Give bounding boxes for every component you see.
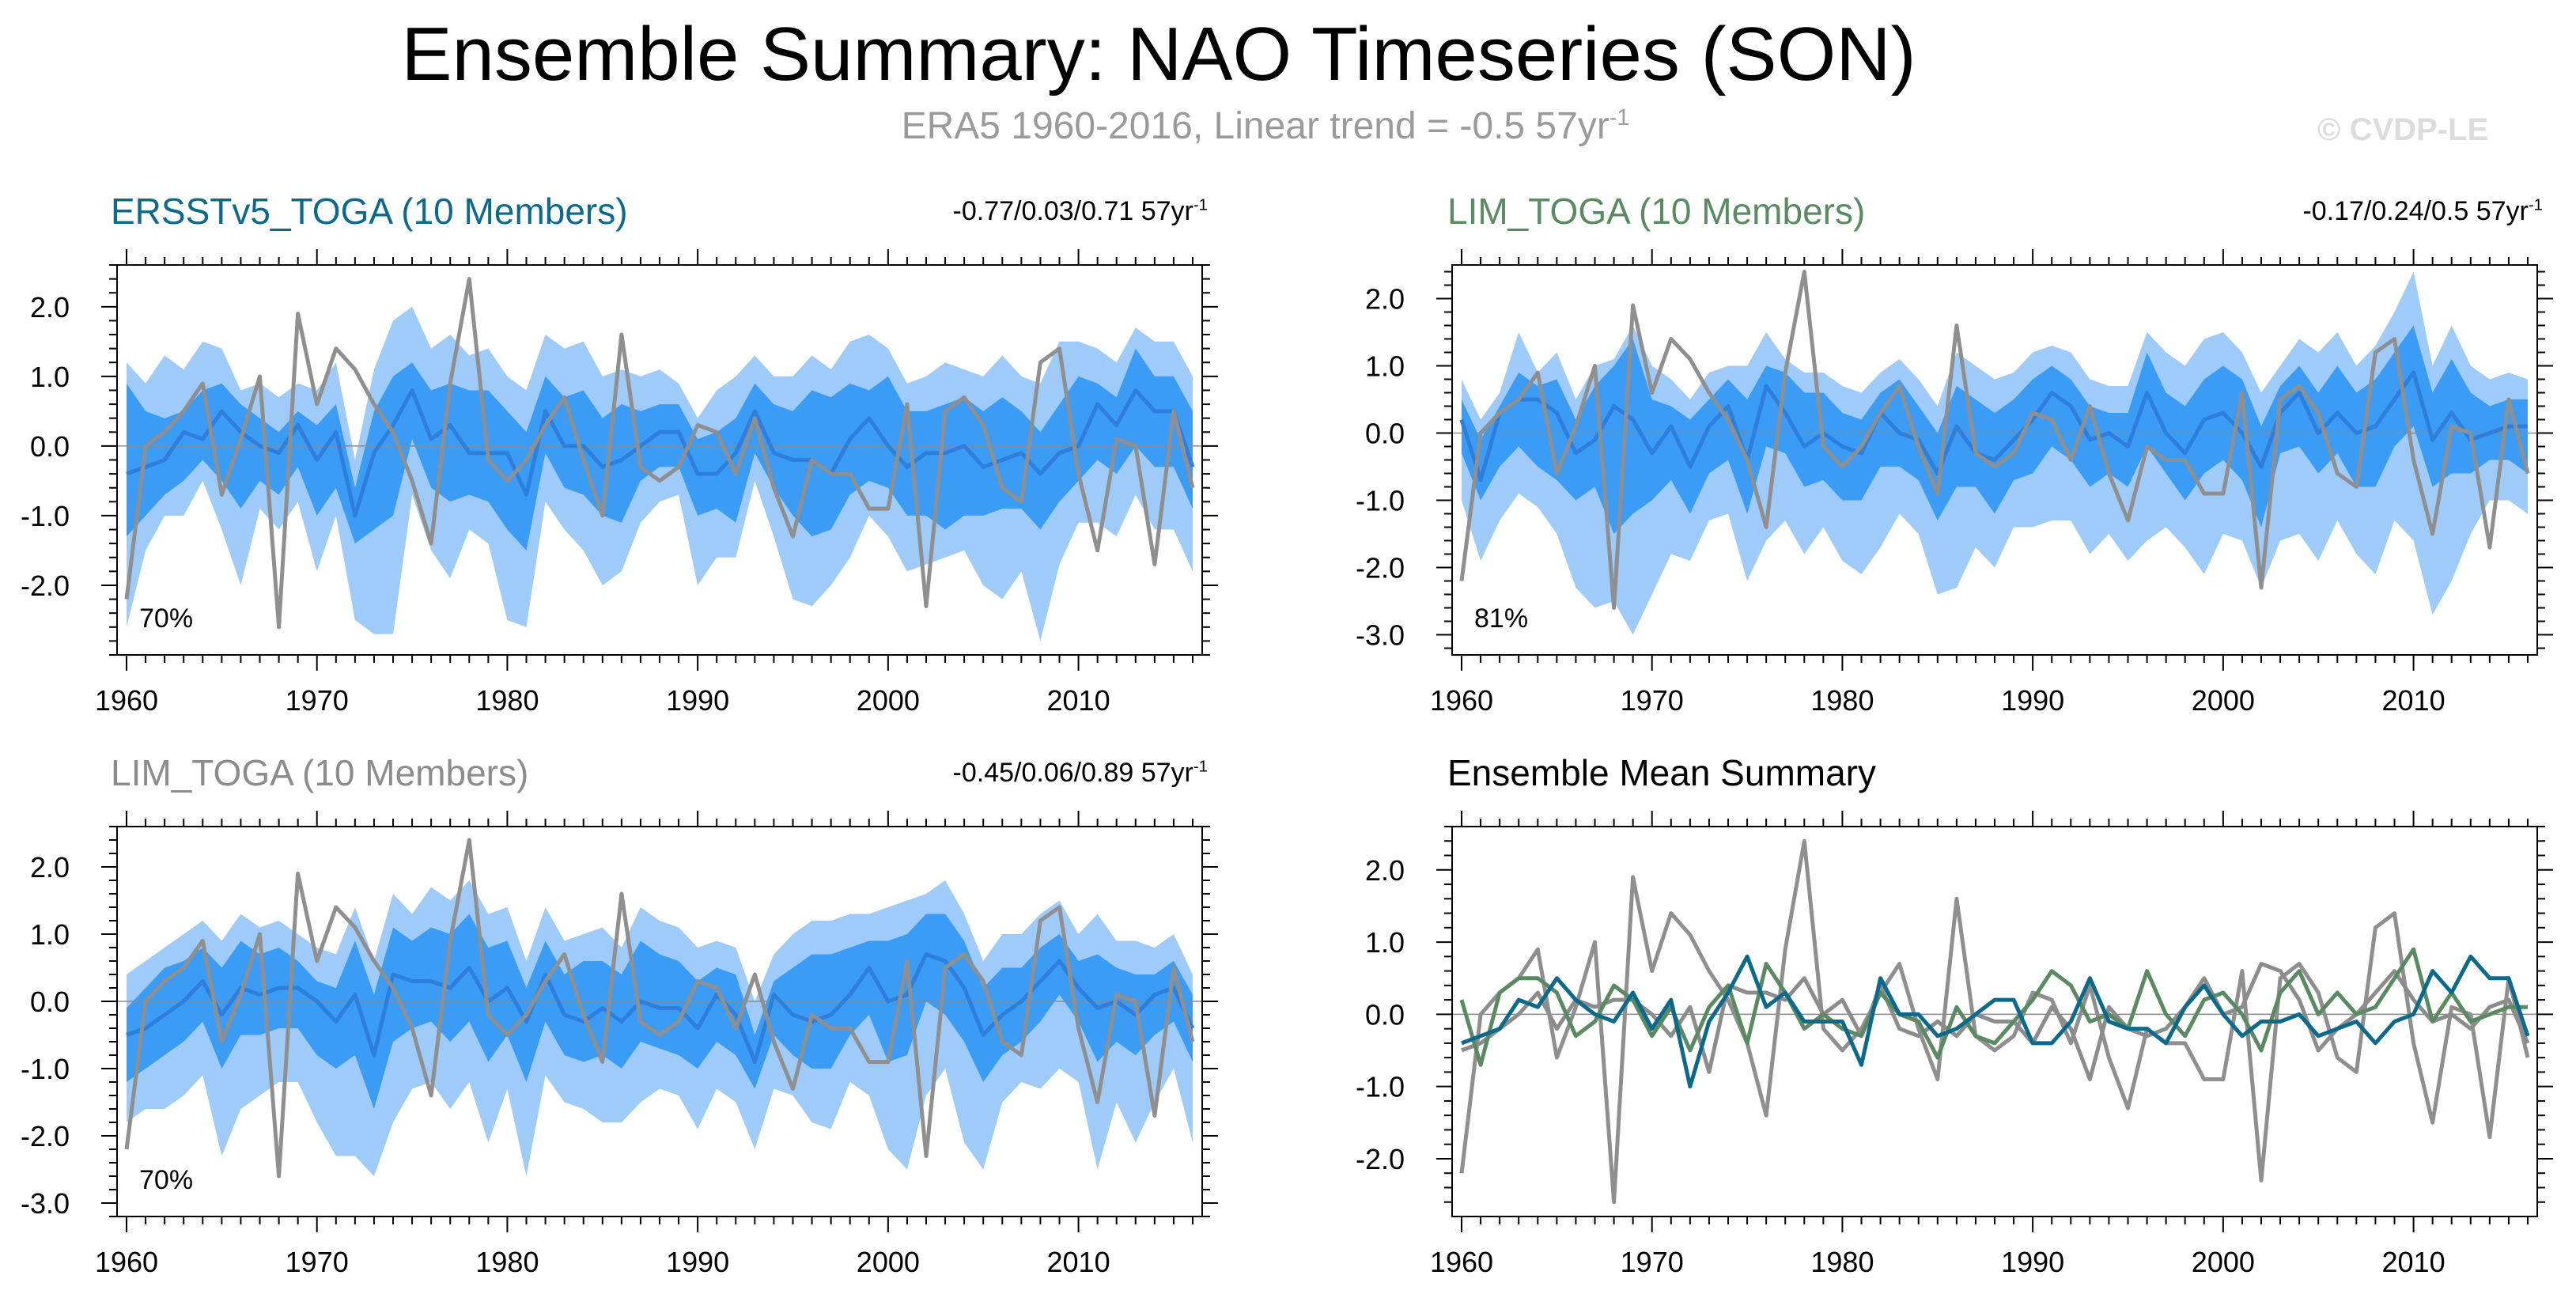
panel4-ytick-label: -1.0: [1356, 1071, 1405, 1103]
panel2-ytick-label: -3.0: [1356, 619, 1405, 652]
panel2-trend-exponent: -1: [2528, 196, 2543, 214]
panel1-ytick-label: 2.0: [30, 291, 70, 324]
panel4-ytick-label: -2.0: [1356, 1143, 1405, 1175]
panel4-plot: 1960 1970 1980 1990 2000 2010 -2.0 -1.0 0.0 1.0 2.…: [1356, 811, 2553, 1278]
panel2-xtick-label: 2000: [2192, 684, 2255, 717]
panel2-ytick-label: 2.0: [1365, 283, 1405, 316]
panel1-xtick-label: 1970: [286, 684, 349, 717]
panel2-line-ensemble-mean: [1459, 370, 2528, 482]
panel2-trend: -0.17/0.24/0.5 57yr-1: [2302, 196, 2543, 227]
panel3-trend-text: -0.45/0.06/0.89 57yr: [952, 758, 1193, 788]
panel3-trend: -0.45/0.06/0.89 57yr-1: [953, 758, 1208, 789]
panel1-title: ERSSTv5_TOGA (10 Members): [111, 191, 628, 232]
panel4-line-era5: [1459, 838, 2530, 1205]
panel2-xtick-label: 2010: [2382, 684, 2445, 717]
panel3-percent-label: 70%: [139, 1165, 193, 1195]
panel3-plot: 1960 1970 1980 1990 2000 2010 -3.0 -2.0 -1.0 0.0 1…: [21, 811, 1218, 1278]
panel3-xtick-label: 1960: [95, 1246, 158, 1278]
panel3-line-ensemble-mean: [126, 952, 1195, 1064]
subtitle-exponent: -1: [1609, 105, 1630, 131]
panel3-ytick-label: 2.0: [30, 851, 70, 884]
panel3-trend-exponent: -1: [1193, 758, 1208, 776]
panel2-trend-text: -0.17/0.24/0.5 57yr: [2302, 196, 2529, 226]
subtitle-text: ERA5 1960-2016, Linear trend = -0.5 57yr: [901, 105, 1610, 147]
panel3-ytick-label: -1.0: [21, 1053, 70, 1085]
panel1-xtick-label: 1990: [666, 684, 729, 717]
panel2-percent-label: 81%: [1474, 604, 1528, 634]
panel1-trend-exponent: -1: [1193, 196, 1208, 214]
panel2-xtick-label: 1990: [2001, 684, 2064, 717]
panel1-ytick-label: 1.0: [30, 361, 70, 393]
panel2-xtick-label: 1960: [1430, 684, 1493, 717]
panel2-plot: 1960 1970 1980 1990 2000 2010 -3.0 -2.0 -1.0 0.0 1…: [1356, 249, 2553, 717]
panel3-xtick-label: 1990: [666, 1246, 729, 1278]
panel4-line-lim-toga-green-: [1459, 947, 2528, 1067]
panel1-trend: -0.77/0.03/0.71 57yr-1: [953, 196, 1208, 227]
watermark: © CVDP-LE: [2317, 112, 2489, 147]
panel2-ytick-label: -2.0: [1356, 552, 1405, 585]
panel3-ytick-label: 1.0: [30, 918, 70, 951]
panel4-xtick-label: 1980: [1810, 1246, 1874, 1278]
panel2-ytick-label: -1.0: [1356, 485, 1405, 517]
panel1-xtick-label: 2010: [1047, 684, 1110, 717]
panel1-percent-label: 70%: [139, 604, 193, 634]
panel1-ytick-label: -1.0: [21, 500, 70, 532]
panel3-xtick-label: 2000: [857, 1246, 920, 1278]
panel1-xtick-label: 1960: [95, 684, 158, 717]
panel4-line-ersstv5-toga: [1461, 954, 2530, 1089]
panel3-xtick-label: 2010: [1047, 1246, 1110, 1278]
panel3-title: LIM_TOGA (10 Members): [111, 752, 529, 793]
panel1-plot: 1960 1970 1980 1990 2000 2010 -2.0 -1.0 0.0 1.0 2.…: [21, 249, 1218, 717]
panel1-xtick-label: 2000: [857, 684, 920, 717]
panel3-ytick-label: -3.0: [21, 1187, 70, 1220]
panel3-ytick-label: -2.0: [21, 1120, 70, 1152]
panel4-xtick-label: 1990: [2001, 1246, 2064, 1278]
page-subtitle: ERA5 1960-2016, Linear trend = -0.5 57yr…: [0, 104, 2531, 148]
panel1-ytick-label: -2.0: [21, 569, 70, 602]
page-title: Ensemble Summary: NAO Timeseries (SON): [401, 12, 1916, 96]
panel3-ytick-label: 0.0: [30, 986, 70, 1018]
panel2-ytick-label: 0.0: [1365, 418, 1405, 450]
panel4-xtick-label: 2000: [2192, 1246, 2255, 1278]
panel3-inner-band: [127, 914, 1193, 1109]
panel1-ytick-label: 0.0: [30, 430, 70, 463]
panel4-title: Ensemble Mean Summary: [1447, 752, 1876, 793]
panel3-line-era5: [124, 838, 1195, 1179]
panel2-xtick-label: 1970: [1621, 684, 1684, 717]
panel2-title: LIM_TOGA (10 Members): [1447, 191, 1866, 232]
panel1-trend-text: -0.77/0.03/0.71 57yr: [952, 196, 1193, 226]
panel3-xtick-label: 1970: [286, 1246, 349, 1278]
panel4-ytick-label: 1.0: [1365, 926, 1405, 959]
panel1-inner-band: [127, 348, 1193, 551]
panel4-xtick-label: 1970: [1621, 1246, 1684, 1278]
panel1-line-ensemble-mean: [126, 388, 1195, 518]
panel1-line-era5: [124, 277, 1195, 630]
panel4-xtick-label: 1960: [1430, 1246, 1493, 1278]
panel3-xtick-label: 1980: [475, 1246, 539, 1278]
panel4-xtick-label: 2010: [2382, 1246, 2445, 1278]
panel2-xtick-label: 1980: [1810, 684, 1874, 717]
panel2-inner-band: [1462, 325, 2528, 534]
panel1-xtick-label: 1980: [475, 684, 539, 717]
panel4-ytick-label: 2.0: [1365, 854, 1405, 887]
panel2-ytick-label: 1.0: [1365, 350, 1405, 383]
panel2-line-era5: [1459, 270, 2530, 610]
panel4-ytick-label: 0.0: [1365, 998, 1405, 1031]
